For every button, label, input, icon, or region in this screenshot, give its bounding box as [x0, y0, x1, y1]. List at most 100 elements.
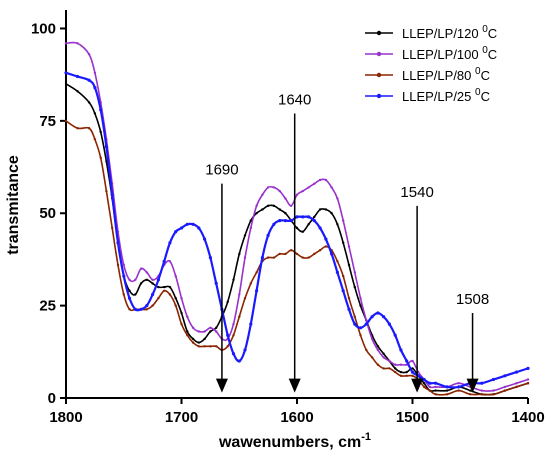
- data-point: [209, 330, 212, 333]
- data-point: [122, 293, 126, 296]
- data-point: [145, 278, 148, 281]
- data-point: [237, 359, 241, 363]
- data-point: [376, 363, 380, 366]
- data-point: [336, 197, 339, 200]
- data-point: [203, 330, 206, 333]
- data-point: [318, 226, 322, 230]
- data-point: [139, 267, 143, 270]
- data-point: [208, 256, 212, 260]
- annotation-arrowhead: [411, 378, 424, 393]
- data-point: [139, 282, 143, 285]
- data-point: [382, 352, 385, 355]
- data-point: [410, 370, 415, 374]
- data-point: [226, 333, 230, 337]
- data-point: [526, 382, 530, 385]
- data-point: [99, 108, 103, 112]
- data-point: [318, 208, 322, 211]
- data-point: [387, 322, 391, 326]
- y-tick-label: 75: [39, 113, 56, 130]
- data-point: [139, 307, 143, 311]
- legend-item: LLEP/LP/25 0C: [365, 87, 490, 104]
- data-point: [93, 86, 97, 90]
- data-point: [105, 189, 108, 193]
- data-point: [301, 256, 304, 259]
- y-tick-label: 50: [39, 205, 56, 222]
- data-point: [313, 182, 316, 185]
- data-point: [428, 389, 431, 392]
- data-point: [266, 233, 270, 237]
- data-point: [445, 393, 449, 396]
- data-point: [359, 334, 362, 337]
- data-point: [318, 178, 322, 182]
- data-point: [209, 326, 212, 329]
- series-line: [65, 120, 529, 396]
- data-point: [515, 382, 518, 385]
- data-point: [93, 71, 97, 75]
- data-point: [64, 71, 68, 75]
- data-point: [145, 308, 148, 311]
- data-point: [399, 370, 403, 374]
- data-point: [238, 315, 241, 318]
- data-point: [255, 212, 258, 215]
- data-point: [122, 274, 126, 278]
- data-point: [203, 237, 207, 241]
- legend-unit: C: [481, 89, 490, 104]
- data-point: [215, 345, 218, 348]
- data-point: [272, 204, 276, 207]
- data-point: [347, 245, 351, 248]
- annotation-label: 1640: [278, 91, 311, 108]
- data-point: [324, 208, 328, 211]
- data-point: [76, 90, 79, 93]
- x-tick-label: 1700: [165, 409, 198, 426]
- legend-name: LLEP/LP/100: [402, 47, 482, 62]
- data-point: [203, 337, 206, 341]
- data-point: [168, 293, 172, 296]
- data-point: [278, 189, 281, 193]
- data-point: [249, 322, 253, 326]
- data-point: [388, 359, 391, 363]
- data-point: [75, 74, 80, 79]
- data-point: [295, 193, 299, 196]
- data-point: [104, 145, 108, 149]
- legend-label: LLEP/LP/100 0C: [402, 45, 497, 62]
- data-point: [330, 252, 334, 256]
- data-point: [503, 374, 507, 378]
- data-point: [405, 370, 408, 374]
- data-point: [405, 374, 408, 377]
- data-point: [376, 311, 380, 315]
- data-point: [399, 348, 403, 352]
- data-point: [492, 389, 495, 392]
- data-point: [157, 297, 160, 300]
- data-point: [180, 322, 183, 326]
- x-axis-title-sup: -1: [361, 431, 371, 443]
- legend-marker: [376, 51, 382, 57]
- data-point: [99, 156, 102, 159]
- data-point: [342, 219, 345, 222]
- data-point: [295, 226, 299, 230]
- data-point: [393, 333, 397, 337]
- x-tick-label: 1600: [280, 409, 313, 426]
- data-point: [180, 311, 183, 315]
- data-point: [341, 289, 345, 293]
- data-point: [336, 223, 339, 226]
- data-point: [457, 382, 460, 385]
- data-point: [249, 219, 252, 222]
- data-point: [411, 367, 414, 370]
- data-point: [347, 297, 351, 300]
- data-point: [422, 377, 426, 382]
- data-point: [526, 378, 530, 381]
- data-point: [134, 278, 137, 281]
- annotation-label: 1508: [456, 291, 489, 308]
- data-point: [457, 385, 461, 389]
- data-point: [174, 304, 177, 307]
- data-point: [64, 119, 68, 123]
- data-point: [515, 385, 518, 389]
- data-point: [105, 160, 108, 163]
- data-point: [353, 322, 357, 326]
- data-point: [168, 285, 172, 289]
- legend-label: LLEP/LP/80 0C: [402, 66, 490, 83]
- data-point: [330, 186, 333, 189]
- data-point: [284, 197, 287, 200]
- data-point: [191, 341, 195, 344]
